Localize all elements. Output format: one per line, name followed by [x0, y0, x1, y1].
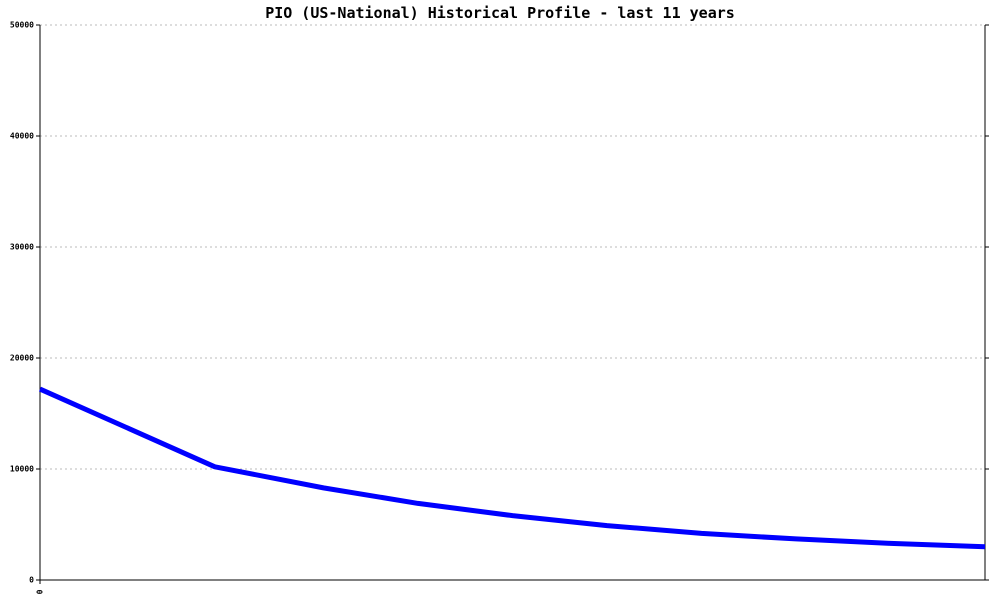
y-tick-label: 10000	[10, 465, 34, 474]
y-tick-label: 0	[29, 576, 34, 585]
y-tick-label: 50000	[10, 21, 34, 30]
y-tick-label: 20000	[10, 354, 34, 363]
y-tick-label: 30000	[10, 243, 34, 252]
x-tick-label: 0	[36, 589, 45, 594]
data-line	[38, 386, 986, 550]
chart-title: PIO (US-National) Historical Profile - l…	[265, 4, 735, 22]
y-tick-label: 40000	[10, 132, 34, 141]
